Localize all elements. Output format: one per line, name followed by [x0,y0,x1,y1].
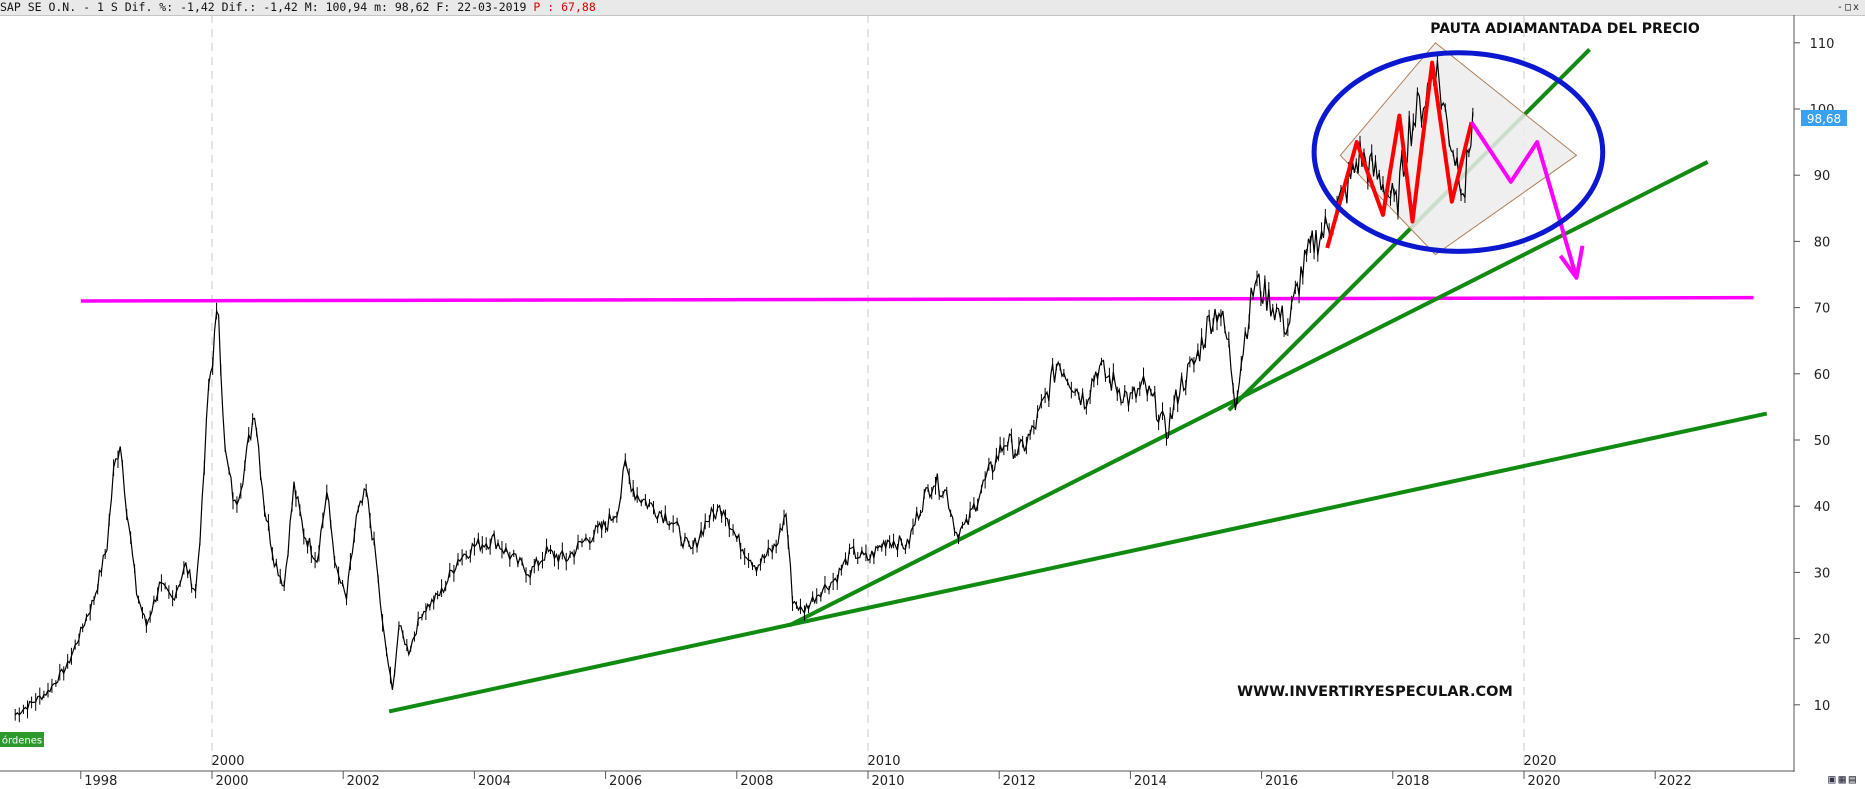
highlight-path [1325,60,1474,249]
price-line-0 [14,60,1474,716]
y-axis-ticks: 102030405060708090100110 [1794,37,1834,714]
date-value: 22-03-2019 [457,0,527,14]
dif-pct-value: -1,42 [180,0,215,14]
chart-title: PAUTA ADIAMANTADA DEL PRECIO [1430,21,1700,37]
y-tick-label-90: 90 [1814,169,1831,184]
diamond-ellipse [1311,50,1606,254]
grid [211,15,1525,771]
x-tick-label-2022: 2022 [1659,774,1692,789]
x-major-label-2000: 2000 [211,754,244,769]
low-label: m: [374,0,388,14]
x-tick-label-2016: 2016 [1265,774,1298,789]
y-tick-label-30: 30 [1814,566,1831,581]
trend-line-1 [388,411,1768,714]
restore-icon[interactable]: □ [1844,2,1853,13]
high-value: 100,94 [325,0,368,14]
close-icon[interactable]: x [1852,2,1861,13]
trend-line-2 [788,160,1709,628]
x-tick-label-1998: 1998 [84,774,117,789]
y-tick-label-60: 60 [1814,368,1831,383]
timeframe[interactable]: 1 S [96,0,118,14]
trend-line-3 [1227,48,1592,412]
orders-button[interactable]: órdenes [0,732,44,747]
orders-button-bg[interactable] [0,732,44,747]
y-tick-label-40: 40 [1814,500,1831,515]
projection-arrowhead [1558,245,1585,280]
price-label: P : [533,0,555,14]
pattern-overlays [1311,50,1606,280]
x-tick-label-2004: 2004 [478,774,511,789]
settings-icon[interactable]: ▤ [1848,772,1859,786]
current-price-value: 98,68 [1807,112,1841,126]
x-axis-ticks: 1998 2000 2002 2004 2006 2008 2010 2012 2014 2016… [80,754,1692,789]
current-price-badge: 98,68 [1801,110,1847,126]
dif-label: Dif.: [221,0,257,14]
axes [0,15,1795,772]
website-watermark: WWW.INVERTIRYESPECULAR.COM [1237,684,1513,700]
x-major-label-2010: 2010 [867,754,900,769]
x-tick-label-2008: 2008 [740,774,773,789]
x-tick-label-2018: 2018 [1396,774,1429,789]
minimize-icon[interactable]: - [1836,2,1845,13]
chart-header: SAP SE O.N. - 1 S Dif. %: -1,42 Dif.: -1… [0,0,1865,16]
dif-value: -1,42 [263,0,298,14]
dif-pct-label: Dif. %: [124,0,174,14]
x-major-label-2020: 2020 [1523,754,1556,769]
high-label: M: [304,0,319,14]
x-tick-label-2010: 2010 [871,774,904,789]
window-controls[interactable]: -□x [1837,0,1861,15]
projection-path [1469,121,1579,279]
y-tick-label-20: 20 [1814,633,1831,648]
current-price-badge-bg [1801,110,1847,126]
y-tick-label-50: 50 [1814,434,1831,449]
x-tick-label-2006: 2006 [609,774,642,789]
y-tick-label-10: 10 [1814,699,1831,714]
grid-icon[interactable]: ▦ [1838,772,1849,786]
x-tick-label-2012: 2012 [1003,774,1036,789]
date-label: F: [436,0,451,14]
y-tick-label-110: 110 [1810,37,1835,52]
x-tick-label-2014: 2014 [1134,774,1167,789]
y-tick-label-80: 80 [1814,235,1831,250]
overlays [80,42,1768,714]
support-line [80,295,1754,303]
x-tick-label-2020: 2020 [1527,774,1560,789]
orders-button-label[interactable]: órdenes [2,735,42,747]
bottom-toolbar[interactable]: ▣▦▤ [1828,772,1859,786]
price-value: 67,88 [561,0,596,14]
price-series [14,54,1474,723]
low-value: 98,62 [394,0,430,14]
x-tick-label-2000: 2000 [215,774,248,789]
x-tick-label-2002: 2002 [347,774,380,789]
diamond-pattern [1339,42,1578,256]
save-icon[interactable]: ▣ [1828,772,1839,786]
y-tick-label-70: 70 [1814,302,1831,317]
instrument-name: SAP SE O.N. [0,0,77,14]
